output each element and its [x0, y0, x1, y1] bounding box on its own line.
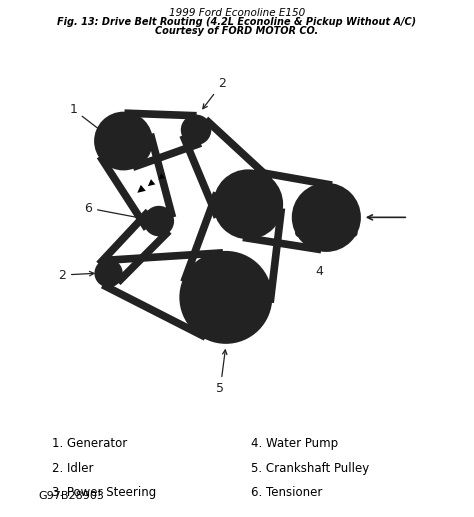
Text: 6: 6 [84, 202, 145, 220]
Circle shape [293, 185, 359, 250]
Circle shape [181, 253, 271, 342]
Ellipse shape [296, 222, 315, 236]
Text: 5: 5 [216, 350, 227, 395]
Circle shape [182, 116, 210, 144]
Circle shape [96, 113, 151, 169]
Text: G97B28903: G97B28903 [38, 492, 104, 501]
Text: 2. Idler: 2. Idler [52, 462, 94, 475]
Ellipse shape [338, 222, 356, 236]
Text: 1: 1 [69, 103, 102, 131]
Text: 3. Power Steering: 3. Power Steering [52, 486, 156, 499]
Text: 5. Crankshaft Pulley: 5. Crankshaft Pulley [251, 462, 369, 475]
Text: 1. Generator: 1. Generator [52, 437, 128, 450]
Text: 6. Tensioner: 6. Tensioner [251, 486, 323, 499]
Text: 4: 4 [315, 265, 323, 278]
Circle shape [145, 207, 173, 235]
Text: 4. Water Pump: 4. Water Pump [251, 437, 338, 450]
Ellipse shape [321, 183, 332, 203]
Text: 1999 Ford Econoline E150: 1999 Ford Econoline E150 [169, 8, 305, 18]
Circle shape [96, 260, 122, 286]
Text: 2: 2 [203, 77, 226, 109]
Text: Fig. 13: Drive Belt Routing (4.2L Econoline & Pickup Without A/C): Fig. 13: Drive Belt Routing (4.2L Econol… [57, 17, 417, 26]
Text: 2: 2 [58, 268, 94, 282]
Circle shape [215, 171, 282, 238]
Text: Courtesy of FORD MOTOR CO.: Courtesy of FORD MOTOR CO. [155, 26, 319, 36]
